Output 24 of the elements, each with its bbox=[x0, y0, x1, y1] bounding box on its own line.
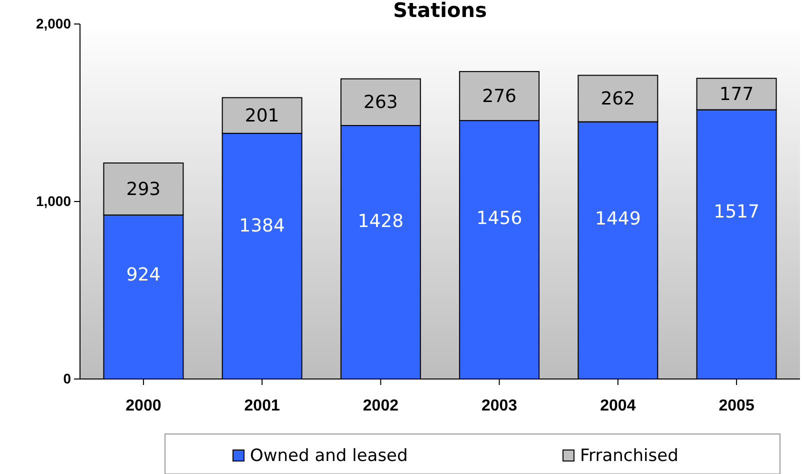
y-tick-label: 1,000 bbox=[36, 192, 72, 209]
data-label: 1428 bbox=[358, 210, 404, 232]
data-label: 276 bbox=[482, 86, 516, 108]
legend-label: Owned and leased bbox=[250, 446, 408, 466]
data-label: 1456 bbox=[476, 208, 522, 229]
data-label: 201 bbox=[244, 106, 280, 126]
y-tick-label: 2,000 bbox=[36, 15, 72, 32]
x-tick-label: 2005 bbox=[718, 397, 754, 414]
x-tick-label: 2003 bbox=[482, 397, 518, 414]
x-tick-label: 2001 bbox=[244, 397, 280, 414]
data-label: 262 bbox=[600, 88, 636, 110]
data-label: 1384 bbox=[239, 216, 285, 237]
y-tick-label: 0 bbox=[63, 370, 72, 386]
x-tick-label: 2004 bbox=[600, 397, 636, 414]
data-label: 293 bbox=[126, 178, 161, 200]
x-tick-label: 2000 bbox=[126, 397, 162, 414]
legend-label: Frranchised bbox=[580, 446, 678, 466]
chart-title: Stations bbox=[393, 0, 487, 22]
data-label: 1517 bbox=[714, 201, 760, 222]
data-label: 263 bbox=[364, 92, 398, 114]
x-tick-label: 2002 bbox=[362, 397, 399, 414]
data-label: 177 bbox=[719, 84, 754, 106]
data-label: 1449 bbox=[595, 208, 641, 230]
data-label: 924 bbox=[126, 264, 161, 286]
